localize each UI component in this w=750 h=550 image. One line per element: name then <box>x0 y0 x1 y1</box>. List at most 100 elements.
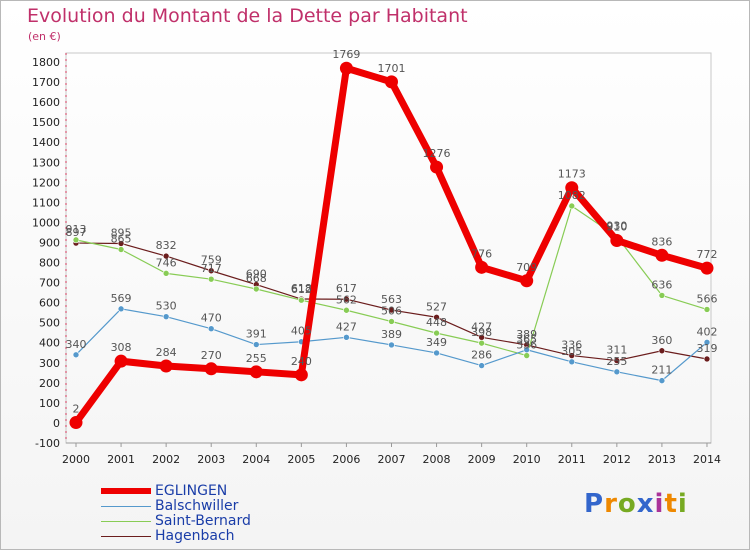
point-balschwiller <box>478 362 485 369</box>
point-eglingen <box>565 181 579 195</box>
point-saint-bernard <box>207 275 215 283</box>
point-saint-bernard <box>433 329 440 337</box>
y-tick-label: 900 <box>39 236 60 249</box>
data-label-eglingen: 1769 <box>332 48 360 61</box>
data-label-saint-bernard: 1082 <box>558 189 586 202</box>
y-tick-label: 200 <box>39 377 60 390</box>
data-label-saint-bernard: 506 <box>381 304 402 317</box>
data-label-balschwiller: 340 <box>66 338 87 351</box>
data-label-hagenbach: 311 <box>606 344 627 357</box>
data-label-eglingen: 2 <box>73 403 80 416</box>
point-eglingen <box>249 365 263 379</box>
y-tick-label: 1800 <box>32 56 60 69</box>
legend-item-hagenbach: Hagenbach <box>101 528 321 544</box>
data-label-saint-bernard: 717 <box>201 262 222 275</box>
data-label-hagenbach: 690 <box>246 268 267 281</box>
point-eglingen <box>114 354 128 368</box>
point-hagenbach <box>343 295 350 303</box>
logo-letter: i <box>654 489 665 519</box>
point-eglingen <box>204 362 218 376</box>
data-label-balschwiller: 305 <box>561 345 582 358</box>
point-eglingen <box>384 75 398 89</box>
data-label-hagenbach: 427 <box>471 320 492 333</box>
point-balschwiller <box>568 358 576 366</box>
legend-item-saint-bernard: Saint-Bernard <box>101 513 321 529</box>
data-label-eglingen: 1173 <box>558 168 586 181</box>
point-saint-bernard <box>568 202 576 210</box>
data-label-balschwiller: 427 <box>336 320 357 333</box>
y-tick-label: 1400 <box>32 136 60 149</box>
data-label-saint-bernard: 865 <box>111 232 132 245</box>
x-tick-label: 2002 <box>152 453 180 466</box>
data-label-balschwiller: 389 <box>381 328 402 341</box>
chart-subtitle: (en €) <box>28 30 61 43</box>
legend-label-hagenbach: Hagenbach <box>155 528 235 544</box>
data-label-hagenbach: 336 <box>561 339 582 352</box>
data-label-hagenbach: 389 <box>516 328 537 341</box>
data-label-balschwiller: 470 <box>201 312 222 325</box>
logo-letter: r <box>604 489 618 519</box>
data-label-hagenbach: 527 <box>426 300 447 313</box>
x-tick-label: 2011 <box>558 453 586 466</box>
data-label-eglingen: 255 <box>246 352 267 365</box>
point-balschwiller <box>207 325 215 333</box>
point-eglingen <box>159 359 173 373</box>
x-tick-label: 2000 <box>62 453 90 466</box>
x-tick-label: 2007 <box>377 453 405 466</box>
point-saint-bernard <box>703 306 711 313</box>
point-eglingen <box>430 160 444 174</box>
data-label-hagenbach: 895 <box>111 226 132 239</box>
point-saint-bernard <box>658 292 666 299</box>
point-balschwiller <box>613 368 621 376</box>
point-balschwiller <box>117 305 125 313</box>
logo-letter: i <box>677 489 688 519</box>
point-eglingen <box>655 248 669 262</box>
data-label-balschwiller: 405 <box>291 325 312 338</box>
x-tick-label: 2009 <box>468 453 496 466</box>
data-label-saint-bernard: 398 <box>471 326 492 339</box>
point-saint-bernard <box>72 236 80 244</box>
legend-swatch-hagenbach <box>101 536 151 537</box>
data-label-saint-bernard: 913 <box>66 223 87 236</box>
point-balschwiller <box>703 339 711 346</box>
point-saint-bernard <box>478 339 485 347</box>
x-tick-label: 2010 <box>513 453 541 466</box>
point-hagenbach <box>162 252 170 260</box>
data-label-balschwiller: 349 <box>426 336 447 349</box>
proxiti-logo: Proxiti <box>584 489 688 519</box>
point-eglingen <box>294 368 308 382</box>
logo-letter: P <box>584 489 605 519</box>
x-tick-label: 2003 <box>197 453 225 466</box>
y-tick-label: 1300 <box>32 156 60 169</box>
y-tick-label: -100 <box>35 437 60 450</box>
point-hagenbach <box>433 313 440 321</box>
data-label-saint-bernard: 746 <box>156 256 177 269</box>
y-tick-label: 600 <box>39 297 60 310</box>
y-tick-label: 700 <box>39 277 60 290</box>
point-eglingen <box>610 233 624 247</box>
legend-label-balschwiller: Balschwiller <box>155 498 239 514</box>
data-label-saint-bernard: 336 <box>516 339 537 352</box>
data-label-balschwiller: 569 <box>111 292 132 305</box>
data-label-eglingen: 910 <box>606 220 627 233</box>
data-label-hagenbach: 618 <box>291 282 312 295</box>
x-tick-label: 2001 <box>107 453 135 466</box>
data-label-balschwiller: 402 <box>696 325 717 338</box>
y-tick-label: 1500 <box>32 116 60 129</box>
legend-label-saint-bernard: Saint-Bernard <box>155 513 251 529</box>
legend-swatch-saint-bernard <box>101 521 151 522</box>
legend-swatch-balschwiller <box>101 506 151 507</box>
data-label-balschwiller: 211 <box>651 364 672 377</box>
y-tick-label: 100 <box>39 397 60 410</box>
data-label-eglingen: 240 <box>291 355 312 368</box>
data-label-balschwiller: 530 <box>156 300 177 313</box>
x-tick-label: 2013 <box>648 453 676 466</box>
point-balschwiller <box>523 346 531 354</box>
point-balschwiller <box>162 313 170 320</box>
logo-letter: x <box>636 489 655 519</box>
data-label-eglingen: 270 <box>201 349 222 362</box>
x-tick-label: 2014 <box>693 453 721 466</box>
point-saint-bernard <box>252 285 260 293</box>
data-label-balschwiller: 255 <box>606 355 627 368</box>
point-balschwiller <box>252 341 260 348</box>
